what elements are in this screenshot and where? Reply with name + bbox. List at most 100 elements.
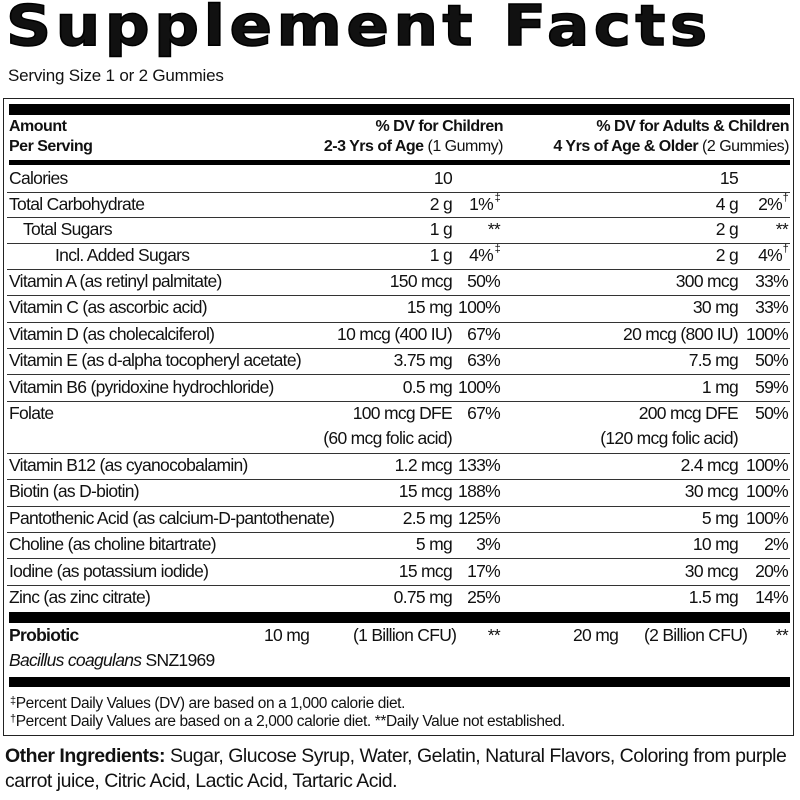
- adult-dv: 100%: [746, 323, 789, 344]
- children-header: % DV for Children 2-3 Yrs of Age (1 Gumm…: [323, 117, 504, 157]
- child-dv: 1%: [469, 193, 494, 214]
- probiotic-child-amount: 10 mg: [264, 625, 310, 645]
- child-dv: 125%: [458, 507, 501, 528]
- adult-amount: 1.5 mg: [688, 586, 739, 607]
- nutrient-row: Total Sugars 1 g ** 2 g **: [7, 217, 790, 244]
- child-amount-detail: (60 mcg folic acid): [323, 427, 452, 448]
- adult-dv: 100%: [746, 481, 789, 502]
- nutrient-row: Zinc (as zinc citrate) 0.75 mg 25% 1.5 mg 14…: [7, 585, 790, 611]
- children-dv-label: % DV for Children: [375, 118, 503, 135]
- dagger-mark: †: [10, 713, 16, 725]
- nutrient-name: Iodine (as potassium iodide): [9, 560, 209, 581]
- adult-amount: 2 g: [715, 219, 739, 239]
- adult-dv: 50%: [755, 350, 789, 371]
- adult-amount-detail: (120 mcg folic acid): [600, 427, 738, 448]
- child-dv: 3%: [476, 534, 501, 555]
- thick-divider: [9, 104, 790, 115]
- adult-amount: 200 mcg DFE: [638, 402, 739, 423]
- child-dv: 50%: [467, 270, 501, 291]
- adults-serving: (2 Gummies): [702, 138, 789, 155]
- adults-dv-label: % DV for Adults & Children: [596, 118, 789, 135]
- adult-amount: 2 g: [715, 244, 739, 265]
- nutrient-name: Biotin (as D-biotin): [9, 481, 140, 502]
- child-amount: 3.75 mg: [393, 350, 453, 371]
- per-serving-label: Per Serving: [9, 138, 93, 155]
- child-dv: 4%: [469, 244, 494, 265]
- nutrient-name: Vitamin C (as ascorbic acid): [9, 297, 208, 318]
- adult-dv-mark: †: [782, 191, 789, 204]
- probiotic-strain: Bacillus coagulans SNZ1969: [9, 650, 215, 671]
- adult-amount: 30 mg: [692, 297, 739, 318]
- label-title: Supplement Facts: [5, 0, 712, 60]
- child-dv: 100%: [458, 376, 501, 397]
- nutrient-row: Vitamin C (as ascorbic acid) 15 mg 100% 30 …: [7, 295, 790, 323]
- probiotic-adult-cfu: (2 Billion CFU): [644, 625, 748, 645]
- amount-header: Amount Per Serving: [9, 117, 93, 157]
- medium-divider: [9, 160, 790, 165]
- footnote-2000-cal: †Percent Daily Values are based on a 2,0…: [10, 713, 565, 731]
- adult-amount: 1 mg: [701, 376, 739, 397]
- adult-dv-mark: †: [782, 242, 789, 255]
- adults-header: % DV for Adults & Children 4 Yrs of Age …: [553, 117, 789, 157]
- child-dv: 133%: [458, 454, 501, 475]
- supplement-facts-table: Amount Per Serving % DV for Children 2-3…: [3, 98, 794, 736]
- adult-dv: 59%: [755, 376, 789, 397]
- child-dv: 17%: [467, 560, 501, 581]
- probiotic-child-dv: **: [487, 625, 501, 645]
- child-dv: **: [487, 219, 501, 239]
- nutrient-row: Folate 100 mcg DFE (60 mcg folic acid) 67% 2…: [7, 401, 790, 454]
- adult-dv: 2%: [764, 534, 789, 555]
- probiotic-row: Probiotic Bacillus coagulans SNZ1969 10 …: [7, 625, 790, 675]
- child-amount: 15 mcg: [398, 560, 453, 581]
- child-amount: 1 g: [429, 244, 453, 265]
- nutrient-row: Vitamin D (as cholecalciferol) 10 mcg (40…: [7, 322, 790, 350]
- child-amount: 2.5 mg: [402, 507, 453, 528]
- adult-dv: 14%: [755, 586, 789, 607]
- probiotic-child-cfu: (1 Billion CFU): [353, 625, 457, 645]
- child-dv: 25%: [467, 586, 501, 607]
- nutrient-row: Vitamin B6 (pyridoxine hydrochloride) 0.5…: [7, 375, 790, 402]
- adult-dv: 50%: [755, 402, 789, 423]
- nutrient-name: Vitamin E (as d-alpha tocopheryl acetate…: [9, 350, 302, 371]
- nutrient-row: Total Carbohydrate 2 g 1% 4 g 2% ‡ †: [7, 191, 790, 218]
- strain-code: SNZ1969: [145, 650, 216, 670]
- footnote-1000-cal: ‡Percent Daily Values (DV) are based on …: [10, 695, 405, 713]
- strain-species: Bacillus coagulans: [9, 650, 142, 670]
- probiotic-adult-amount: 20 mg: [573, 625, 619, 645]
- nutrient-name: Calories: [9, 168, 68, 188]
- child-amount: 15 mg: [406, 297, 453, 318]
- footnote-text: Percent Daily Values are based on a 2,00…: [15, 713, 566, 730]
- thick-divider: [9, 677, 790, 687]
- adults-age: 4 Yrs of Age & Older: [553, 138, 699, 155]
- adult-amount: 15: [719, 168, 739, 188]
- nutrient-row: Pantothenic Acid (as calcium-D-pantothen…: [7, 506, 790, 534]
- adult-amount: 30 mcg: [684, 560, 739, 581]
- child-dv: 67%: [467, 323, 501, 344]
- adult-dv: **: [775, 219, 789, 239]
- child-amount: 1.2 mcg: [394, 454, 453, 475]
- children-age: 2-3 Yrs of Age: [323, 138, 424, 155]
- child-amount: 150 mcg: [389, 270, 453, 291]
- child-amount: 100 mcg DFE: [352, 402, 453, 423]
- child-dv: 188%: [458, 481, 501, 502]
- serving-size: Serving Size 1 or 2 Gummies: [8, 66, 224, 85]
- adult-amount: 10 mg: [692, 534, 739, 555]
- adult-amount: 2.4 mcg: [680, 454, 739, 475]
- nutrient-row: Biotin (as D-biotin) 15 mcg 188% 30 mcg 100%: [7, 479, 790, 507]
- adult-amount: 7.5 mg: [688, 350, 739, 371]
- nutrient-row: Vitamin B12 (as cyanocobalamin) 1.2 mcg 13…: [7, 453, 790, 481]
- adult-amount: 20 mcg (800 IU): [623, 323, 739, 344]
- adult-amount: 300 mcg: [675, 270, 739, 291]
- adult-dv: 2%: [758, 193, 783, 214]
- nutrient-row: Incl. Added Sugars 1 g 4% 2 g 4% ‡ †: [7, 243, 790, 270]
- nutrient-name: Pantothenic Acid (as calcium-D-pantothen…: [9, 507, 335, 528]
- children-serving: (1 Gummy): [427, 138, 504, 155]
- adult-dv: 100%: [746, 454, 789, 475]
- adult-amount: 4 g: [715, 193, 739, 214]
- child-amount: 1 g: [429, 219, 453, 239]
- adult-amount: 30 mcg: [684, 481, 739, 502]
- adult-amount: 5 mg: [701, 507, 739, 528]
- child-amount: 10: [433, 168, 453, 188]
- other-ingredients-label: Other Ingredients:: [5, 745, 166, 767]
- amount-label: Amount: [9, 118, 67, 135]
